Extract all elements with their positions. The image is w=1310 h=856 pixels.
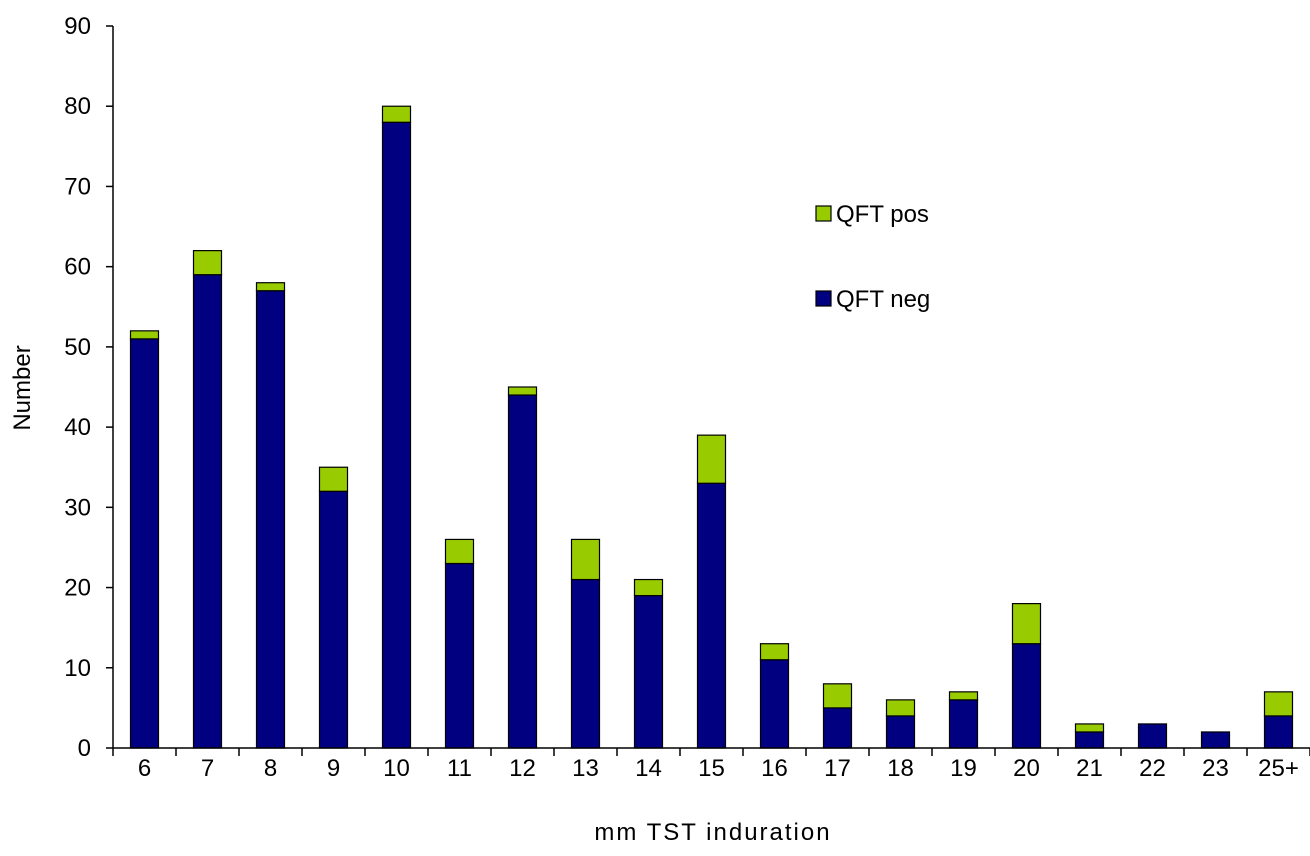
bar-qft-neg-9 xyxy=(318,490,349,749)
bar-qft-pos-18 xyxy=(885,699,916,717)
x-tick-label: 22 xyxy=(1139,755,1166,782)
bar-qft-neg-25plus xyxy=(1263,715,1294,749)
bar-qft-pos-20 xyxy=(1011,602,1042,645)
legend-label-qft-neg: QFT neg xyxy=(836,286,930,313)
bar-qft-neg-14 xyxy=(633,594,664,749)
bar-qft-neg-17 xyxy=(822,707,853,749)
y-tick-label: 90 xyxy=(64,13,91,40)
bar-qft-neg-16 xyxy=(759,659,790,749)
x-tick-label: 14 xyxy=(635,755,662,782)
y-tick-label: 20 xyxy=(64,575,91,602)
x-tick-label: 10 xyxy=(383,755,410,782)
x-tick-label: 15 xyxy=(698,755,725,782)
y-tick-label: 50 xyxy=(64,334,91,361)
bar-qft-pos-10 xyxy=(381,105,412,123)
x-tick-label: 13 xyxy=(572,755,599,782)
x-tick-label: 12 xyxy=(509,755,536,782)
bar-qft-neg-21 xyxy=(1074,731,1105,749)
y-tick-label: 40 xyxy=(64,414,91,441)
bar-qft-pos-12 xyxy=(507,386,538,396)
bar-qft-pos-6 xyxy=(129,330,160,340)
x-tick-label: 7 xyxy=(201,755,214,782)
bar-qft-pos-9 xyxy=(318,466,349,492)
legend-swatch-qft-pos xyxy=(815,205,832,222)
x-tick-label: 9 xyxy=(327,755,340,782)
bar-qft-neg-6 xyxy=(129,338,160,749)
x-tick-label: 8 xyxy=(264,755,277,782)
x-tick-label: 11 xyxy=(447,755,472,782)
axes-group: 0 10 20 30 40 50 60 70 80 90 6 7 8 9 10 11 12 13 14 15 16 17 1… xyxy=(64,13,1310,782)
bar-qft-neg-18 xyxy=(885,715,916,749)
bar-qft-neg-15 xyxy=(696,482,727,749)
bar-qft-neg-7 xyxy=(192,274,223,749)
x-tick-label: 6 xyxy=(138,755,151,782)
legend-swatch-qft-neg xyxy=(815,290,832,307)
bar-qft-neg-19 xyxy=(948,699,979,749)
y-tick-label: 80 xyxy=(64,93,91,120)
bar-qft-neg-13 xyxy=(570,578,601,749)
bar-qft-pos-11 xyxy=(444,538,475,565)
bar-qft-pos-21 xyxy=(1074,723,1105,733)
bar-qft-neg-22 xyxy=(1137,723,1168,749)
y-axis-title: Number xyxy=(9,345,36,430)
x-tick-label: 20 xyxy=(1013,755,1040,782)
bar-qft-neg-12 xyxy=(507,394,538,749)
bar-qft-neg-8 xyxy=(255,290,286,749)
legend-label-qft-pos: QFT pos xyxy=(836,201,929,228)
y-tick-label: 30 xyxy=(64,494,91,521)
y-tick-label: 70 xyxy=(64,173,91,200)
x-tick-label: 17 xyxy=(824,755,851,782)
x-tick-label: 23 xyxy=(1202,755,1229,782)
bar-qft-neg-10 xyxy=(381,121,412,749)
x-tick-label: 19 xyxy=(950,755,977,782)
bar-qft-neg-23 xyxy=(1200,731,1231,749)
bar-qft-pos-19 xyxy=(948,691,979,701)
bar-qft-pos-15 xyxy=(696,434,727,484)
bar-qft-pos-13 xyxy=(570,538,601,581)
bar-qft-pos-17 xyxy=(822,683,853,709)
bar-qft-pos-7 xyxy=(192,250,223,276)
x-tick-label: 25+ xyxy=(1258,755,1299,782)
bar-qft-neg-11 xyxy=(444,562,475,749)
bar-qft-pos-16 xyxy=(759,643,790,661)
x-tick-label: 16 xyxy=(761,755,788,782)
x-axis-title: mm TST induration xyxy=(594,819,831,846)
x-tick-label: 18 xyxy=(887,755,914,782)
legend: QFT pos QFT neg xyxy=(815,201,930,313)
y-tick-label: 0 xyxy=(78,735,91,762)
bar-qft-pos-8 xyxy=(255,282,286,292)
bar-qft-neg-20 xyxy=(1011,643,1042,749)
y-tick-label: 60 xyxy=(64,254,91,281)
bar-qft-pos-25plus xyxy=(1263,691,1294,717)
bar-qft-pos-14 xyxy=(633,578,664,597)
bars-group xyxy=(129,105,1294,749)
y-tick-label: 10 xyxy=(64,655,91,682)
x-tick-label: 21 xyxy=(1076,755,1103,782)
